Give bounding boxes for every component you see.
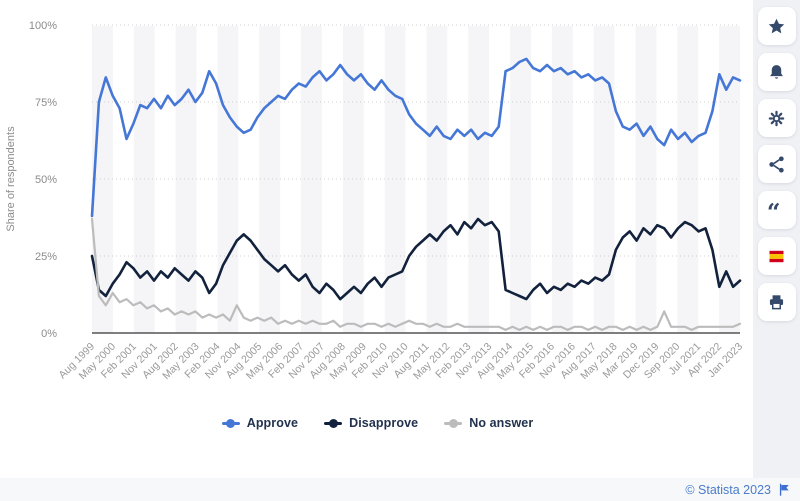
bell-icon [766, 62, 787, 83]
report-flag-icon[interactable] [778, 483, 790, 496]
legend-label-no-answer: No answer [469, 416, 534, 430]
legend-item-no-answer[interactable]: No answer [444, 416, 533, 430]
series-line-approve[interactable] [90, 57, 742, 218]
y-axis-title: Share of respondents [5, 126, 17, 232]
background-stripe [635, 26, 657, 333]
y-tick-label: 25% [35, 251, 57, 263]
y-tick-label: 100% [29, 20, 57, 32]
legend-label-approve: Approve [246, 416, 299, 430]
legend-label-disapprove: Disapprove [349, 416, 419, 430]
background-stripe [551, 26, 573, 333]
quote-icon [766, 200, 787, 221]
background-stripe [384, 26, 406, 333]
background-stripe [468, 26, 490, 333]
legend-item-approve[interactable]: Approve [221, 416, 299, 430]
footer-bar: © Statista 2023 [0, 478, 800, 501]
settings-icon [766, 108, 787, 129]
star-icon [766, 16, 787, 37]
action-toolbar [753, 0, 800, 501]
print-button[interactable] [757, 283, 796, 321]
background-stripe [175, 26, 197, 333]
spain-flag-icon [766, 246, 787, 267]
quote-button[interactable] [757, 191, 796, 229]
series-line-disapprove[interactable] [90, 217, 742, 301]
y-tick-label: 0% [41, 328, 57, 340]
legend-marker-no-answer [444, 418, 463, 428]
chart-canvas[interactable]: 0% 25% 50% 75% 100% Share of respondents Aug 1… [0, 0, 755, 405]
star-button[interactable] [757, 7, 796, 45]
legend-marker-approve [221, 418, 240, 428]
chart-legend: Approve Disapprove No answer [0, 412, 755, 434]
share-button[interactable] [757, 145, 796, 183]
copyright-link[interactable]: © Statista 2023 [685, 482, 771, 497]
y-tick-label: 75% [35, 97, 57, 109]
share-icon [766, 154, 787, 175]
settings-button[interactable] [757, 99, 796, 137]
y-tick-label: 50% [35, 174, 57, 186]
legend-item-disapprove[interactable]: Disapprove [324, 416, 418, 430]
print-icon [766, 292, 787, 313]
series-line-no-answer[interactable] [90, 217, 742, 331]
spain-flag-button[interactable] [757, 237, 796, 275]
legend-marker-disapprove [324, 418, 343, 428]
background-stripe [92, 26, 113, 333]
bell-button[interactable] [757, 53, 796, 91]
